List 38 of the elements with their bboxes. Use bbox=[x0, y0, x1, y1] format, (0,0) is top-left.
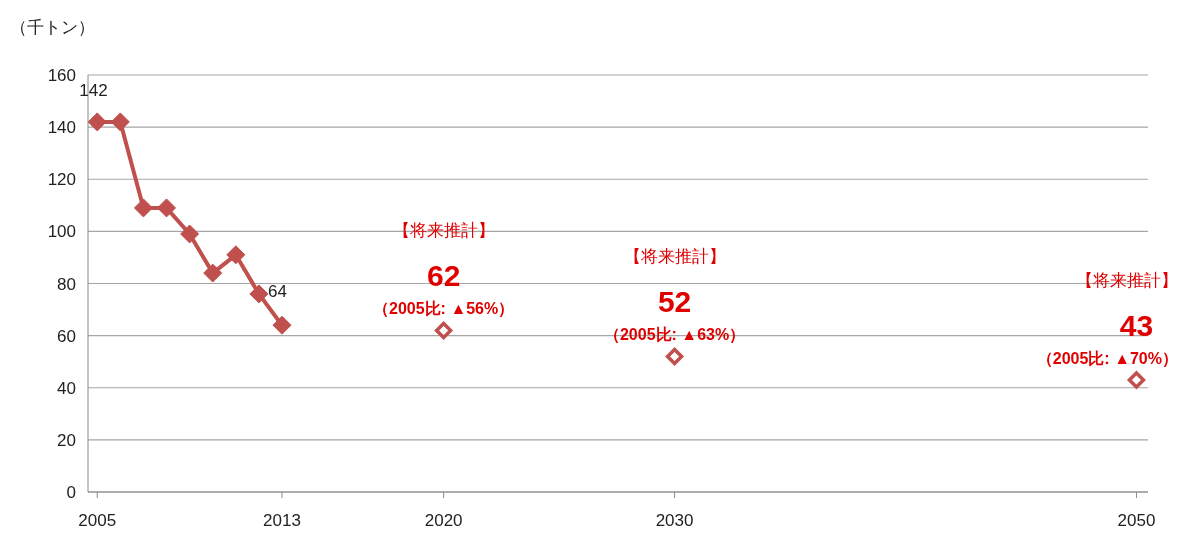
y-tick-label: 120 bbox=[47, 170, 76, 190]
y-tick-label: 140 bbox=[47, 118, 76, 138]
point bbox=[110, 112, 130, 132]
annotation: （2005比: ▲63%） bbox=[603, 326, 746, 345]
y-tick-label: 20 bbox=[57, 430, 76, 450]
point bbox=[665, 347, 684, 366]
y-tick-label: 0 bbox=[66, 483, 76, 502]
point bbox=[87, 112, 107, 132]
point bbox=[157, 198, 177, 218]
x-tick-label: 2013 bbox=[263, 511, 301, 530]
y-tick-label: 60 bbox=[57, 326, 76, 346]
data-label: 142 bbox=[79, 80, 108, 100]
point bbox=[249, 284, 269, 304]
x-tick-label: 2050 bbox=[1117, 511, 1156, 530]
annotation: 【将来推計】 bbox=[392, 221, 495, 241]
data-label: 43 bbox=[1119, 308, 1154, 342]
annotation: （2005比: ▲70%） bbox=[1036, 349, 1178, 368]
y-tick-label: 80 bbox=[57, 274, 76, 294]
point bbox=[434, 321, 453, 340]
data-label: 52 bbox=[657, 285, 692, 319]
x-tick-label: 2030 bbox=[655, 511, 694, 530]
y-tick-label: 40 bbox=[57, 378, 76, 398]
annotation: 【将来推計】 bbox=[623, 247, 726, 267]
y-tick-label: 100 bbox=[47, 222, 76, 242]
point bbox=[272, 315, 292, 335]
point bbox=[1127, 371, 1146, 389]
y-tick-label: 160 bbox=[47, 66, 76, 85]
data-label: 62 bbox=[426, 259, 461, 293]
data-label: 64 bbox=[267, 282, 287, 302]
point bbox=[180, 224, 200, 244]
point bbox=[133, 198, 153, 218]
annotation: （2005比: ▲56%） bbox=[373, 300, 515, 319]
point bbox=[226, 245, 246, 265]
x-tick-label: 2020 bbox=[424, 511, 463, 530]
y-axis-title: （千トン） bbox=[10, 18, 95, 37]
x-tick-label: 2005 bbox=[78, 511, 117, 530]
point bbox=[203, 263, 223, 283]
annotation: 【将来推計】 bbox=[1076, 270, 1178, 290]
